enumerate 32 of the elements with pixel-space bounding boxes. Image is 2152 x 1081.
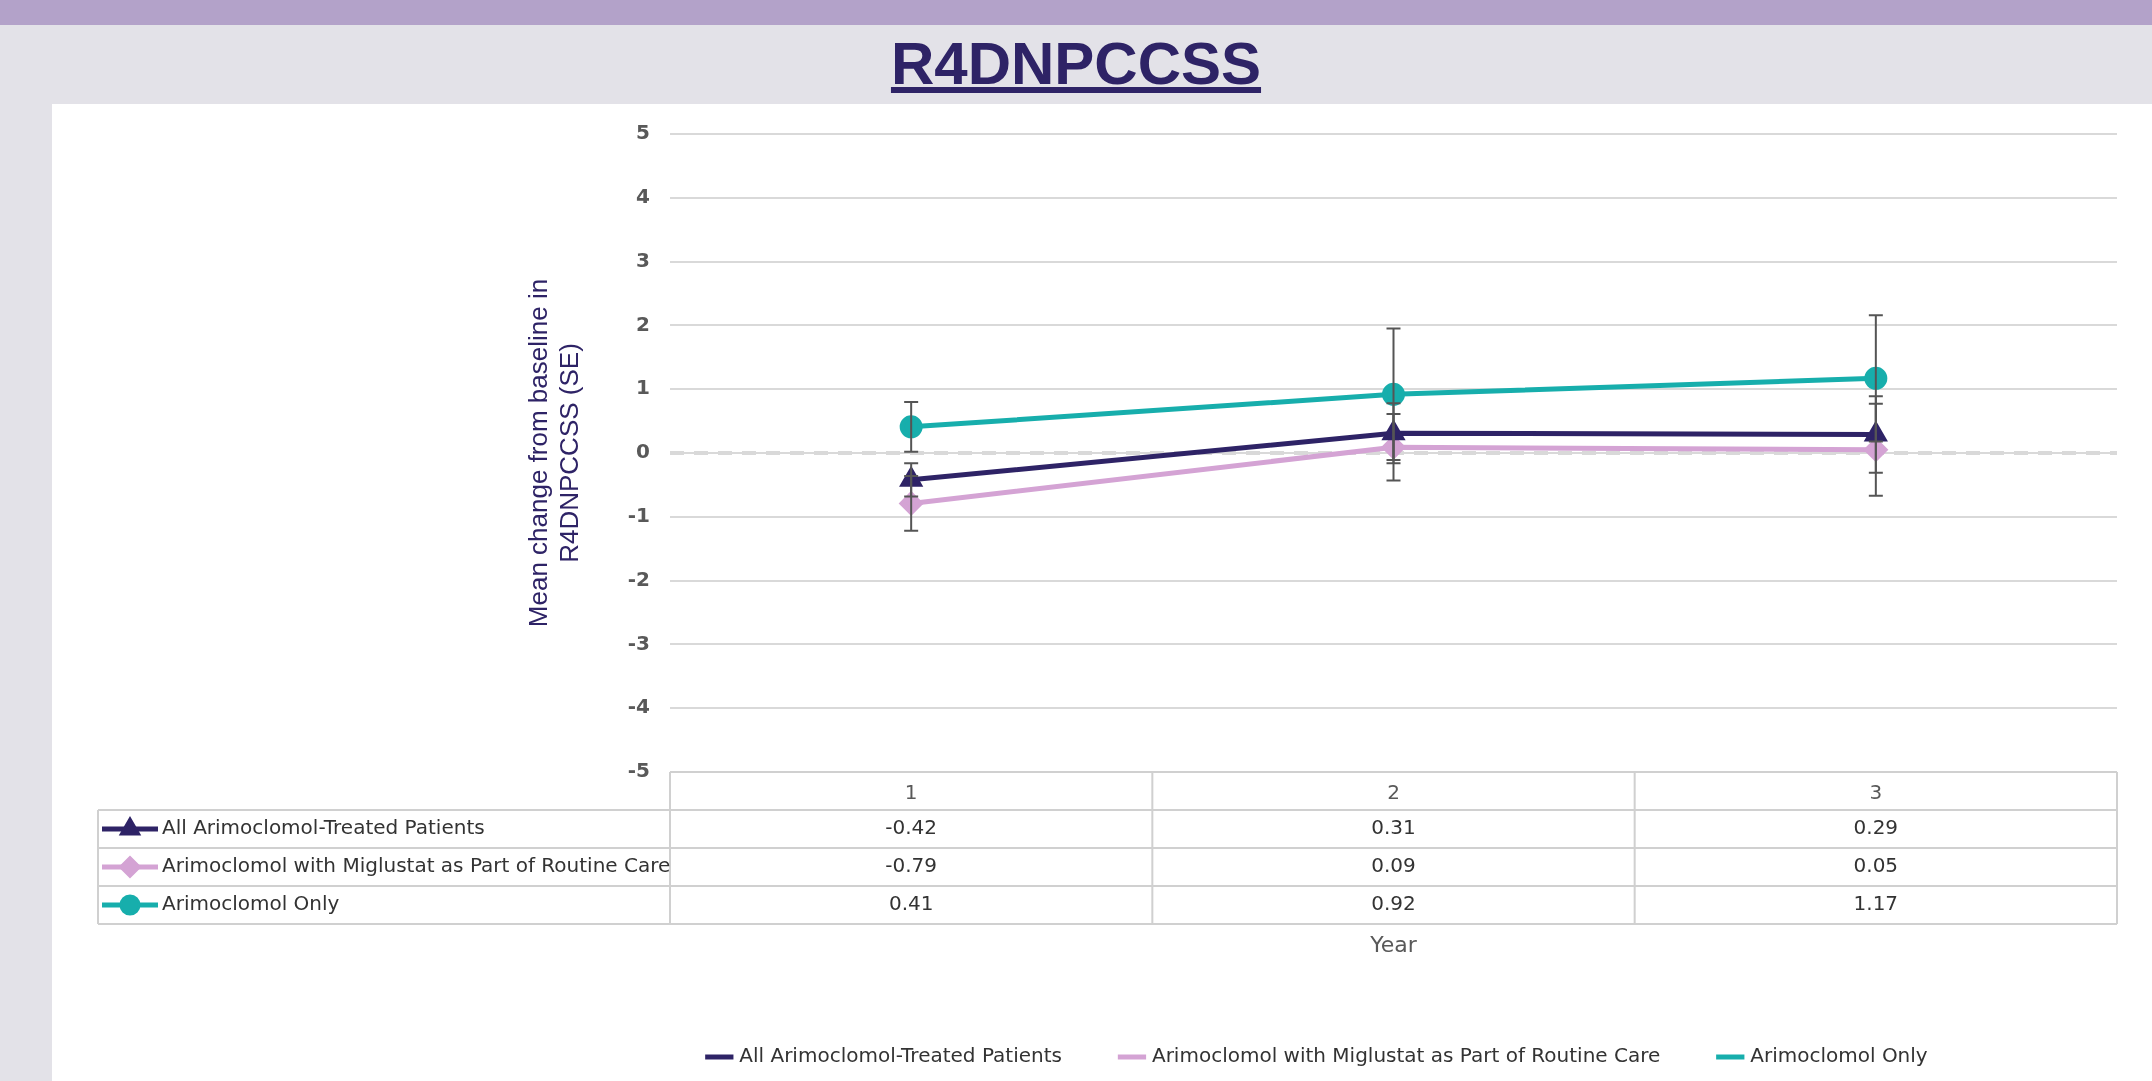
data-label: 1.17 — [1853, 891, 1899, 916]
x-tick-label: 2 — [1387, 780, 1400, 805]
y-tick-label: -2 — [627, 566, 650, 591]
data-label: 0.31 — [1371, 815, 1416, 840]
y-tick-label: -5 — [627, 758, 650, 783]
data-label: 0.29 — [1853, 815, 1899, 840]
y-tick-label: 3 — [636, 247, 650, 272]
legend-label: Arimoclomol Only — [1750, 1043, 1928, 1068]
y-tick-label: 5 — [636, 120, 650, 145]
y-tick-label: 4 — [636, 184, 650, 208]
data-label: -0.42 — [885, 815, 938, 840]
y-axis-title: Mean change from baseline in R4DNPCCSS (SE) — [522, 278, 584, 628]
y-tick-label: -1 — [627, 503, 650, 527]
text: Arimoclomol Only — [162, 891, 340, 916]
legend-label: Arimoclomol with Miglustat as Part of Routine Care — [162, 853, 671, 878]
data-label: 0.41 — [888, 891, 934, 916]
text: Arimoclomol with Miglustat as Part of Routine Care — [1151, 1043, 1661, 1068]
data-label: -0.79 — [885, 853, 938, 878]
x-tick-label: 1 — [904, 780, 918, 805]
data-label: 0.09 — [1371, 853, 1416, 878]
y-tick-label: -3 — [627, 630, 650, 655]
x-tick-label: 3 — [1869, 780, 1883, 805]
data-label: 0.05 — [1853, 853, 1899, 878]
y-tick-label: -4 — [627, 694, 650, 719]
y-tick-label: 1 — [636, 375, 650, 400]
legend-label: All Arimoclomol-Treated Patients — [162, 815, 485, 840]
data-label: 0.92 — [1371, 891, 1416, 916]
chart-title: R4DNPCCSS — [889, 30, 1263, 98]
text: All Arimoclomol-Treated Patients — [739, 1043, 1062, 1068]
y-tick-label: 2 — [636, 311, 650, 336]
y-tick-label: 0 — [636, 439, 650, 464]
text: Year — [1369, 931, 1418, 957]
